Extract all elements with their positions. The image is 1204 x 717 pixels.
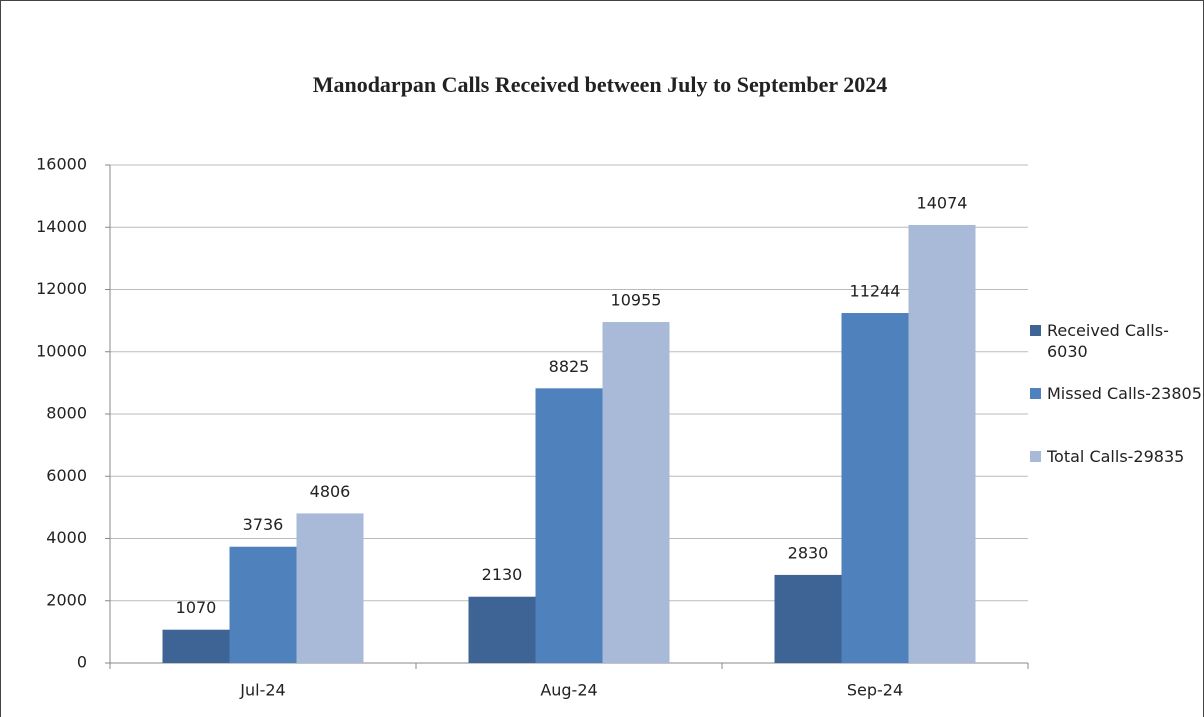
- data-label: 14074: [917, 193, 968, 212]
- y-tick-label: 4000: [46, 528, 87, 547]
- legend-label: Received Calls-6030: [1047, 321, 1169, 361]
- bar: [841, 313, 909, 663]
- y-tick-label: 14000: [36, 217, 87, 236]
- x-tick-label: Jul-24: [239, 681, 285, 700]
- bar: [296, 513, 364, 663]
- y-tick-label: 12000: [36, 279, 87, 298]
- data-label: 3736: [243, 515, 284, 534]
- legend-item: Total Calls-29835: [1030, 446, 1204, 467]
- legend-swatch: [1030, 388, 1041, 399]
- y-tick-label: 6000: [46, 466, 87, 485]
- legend-swatch: [1030, 451, 1041, 462]
- y-tick-label: 10000: [36, 341, 87, 360]
- bar: [229, 546, 297, 663]
- x-tick-label: Aug-24: [540, 681, 597, 700]
- y-tick-label: 16000: [36, 155, 87, 174]
- bar: [602, 322, 670, 663]
- data-label: 8825: [549, 357, 590, 376]
- data-label: 4806: [310, 482, 351, 501]
- bar: [162, 629, 230, 663]
- bar: [774, 574, 842, 663]
- bar: [908, 224, 976, 663]
- data-label: 2830: [788, 543, 829, 562]
- legend-item: Missed Calls-23805: [1030, 383, 1204, 404]
- x-tick-label: Sep-24: [847, 681, 903, 700]
- legend-label: Total Calls-29835: [1047, 447, 1185, 466]
- y-tick-label: 0: [77, 653, 87, 672]
- bar: [468, 596, 536, 663]
- legend-swatch: [1030, 325, 1041, 336]
- legend-label: Missed Calls-23805: [1047, 384, 1202, 403]
- data-label: 11244: [850, 282, 901, 301]
- y-tick-label: 8000: [46, 404, 87, 423]
- y-tick-label: 2000: [46, 590, 87, 609]
- data-label: 1070: [176, 598, 217, 617]
- bar: [535, 388, 603, 663]
- legend-item: Received Calls-6030: [1030, 320, 1204, 362]
- data-label: 2130: [482, 565, 523, 584]
- data-label: 10955: [611, 291, 662, 310]
- chart-title: Manodarpan Calls Received between July t…: [313, 72, 888, 97]
